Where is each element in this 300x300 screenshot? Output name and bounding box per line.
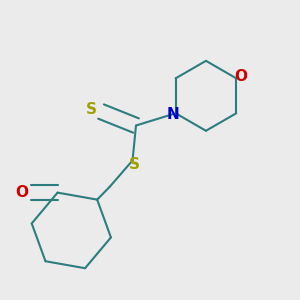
- Text: O: O: [234, 69, 247, 84]
- Text: N: N: [167, 107, 179, 122]
- Text: O: O: [15, 185, 28, 200]
- Text: S: S: [129, 157, 140, 172]
- Text: S: S: [86, 102, 97, 117]
